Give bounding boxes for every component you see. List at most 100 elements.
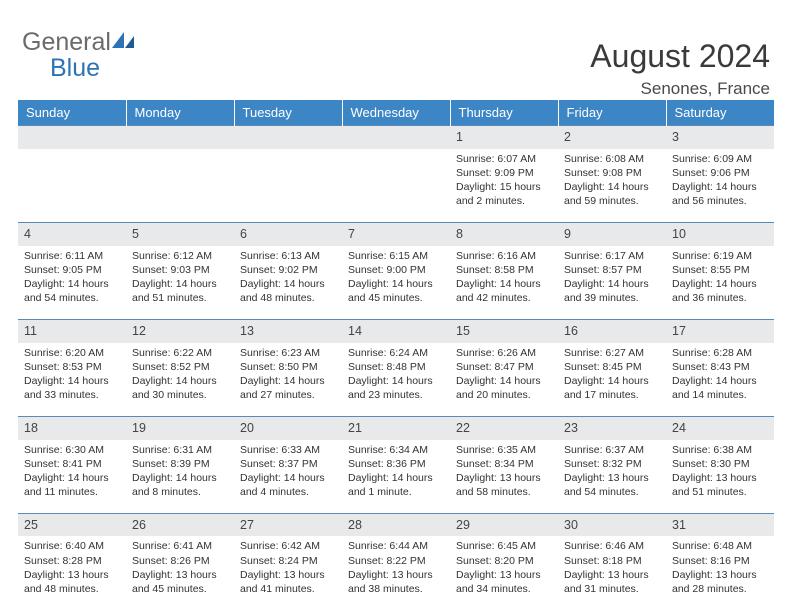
sunset-line: Sunset: 8:48 PM xyxy=(348,360,445,374)
brand-logo: General xyxy=(22,28,134,57)
month-year: August 2024 xyxy=(590,38,770,75)
calendar-day-cell: 8Sunrise: 6:16 AMSunset: 8:58 PMDaylight… xyxy=(450,222,558,319)
sunset-line: Sunset: 8:18 PM xyxy=(564,554,661,568)
daylight-line: Daylight: 13 hours and 41 minutes. xyxy=(240,568,337,596)
sunrise-line: Sunrise: 6:35 AM xyxy=(456,443,553,457)
daylight-line: Daylight: 13 hours and 34 minutes. xyxy=(456,568,553,596)
sunrise-line: Sunrise: 6:17 AM xyxy=(564,249,661,263)
daylight-line: Daylight: 14 hours and 56 minutes. xyxy=(672,180,769,208)
calendar-day-cell: 23Sunrise: 6:37 AMSunset: 8:32 PMDayligh… xyxy=(558,416,666,513)
day-number: 18 xyxy=(18,417,126,440)
sunset-line: Sunset: 8:20 PM xyxy=(456,554,553,568)
sunrise-line: Sunrise: 6:38 AM xyxy=(672,443,769,457)
title-block: August 2024 Senones, France xyxy=(590,38,770,99)
day-content: Sunrise: 6:44 AMSunset: 8:22 PMDaylight:… xyxy=(342,536,450,609)
day-number: 11 xyxy=(18,320,126,343)
day-number: 6 xyxy=(234,223,342,246)
day-number: 31 xyxy=(666,514,774,537)
sunset-line: Sunset: 8:55 PM xyxy=(672,263,769,277)
day-content: Sunrise: 6:31 AMSunset: 8:39 PMDaylight:… xyxy=(126,440,234,513)
sunset-line: Sunset: 8:57 PM xyxy=(564,263,661,277)
day-content: Sunrise: 6:13 AMSunset: 9:02 PMDaylight:… xyxy=(234,246,342,319)
daylight-line: Daylight: 14 hours and 51 minutes. xyxy=(132,277,229,305)
day-content: Sunrise: 6:37 AMSunset: 8:32 PMDaylight:… xyxy=(558,440,666,513)
daylight-line: Daylight: 14 hours and 39 minutes. xyxy=(564,277,661,305)
calendar-day-cell: 27Sunrise: 6:42 AMSunset: 8:24 PMDayligh… xyxy=(234,513,342,609)
daylight-line: Daylight: 13 hours and 48 minutes. xyxy=(24,568,121,596)
calendar-empty-cell xyxy=(18,126,126,223)
sunrise-line: Sunrise: 6:15 AM xyxy=(348,249,445,263)
sunrise-line: Sunrise: 6:11 AM xyxy=(24,249,121,263)
sunrise-line: Sunrise: 6:45 AM xyxy=(456,539,553,553)
calendar-day-cell: 1Sunrise: 6:07 AMSunset: 9:09 PMDaylight… xyxy=(450,126,558,223)
calendar-week-row: 4Sunrise: 6:11 AMSunset: 9:05 PMDaylight… xyxy=(18,222,774,319)
day-content: Sunrise: 6:41 AMSunset: 8:26 PMDaylight:… xyxy=(126,536,234,609)
daylight-line: Daylight: 14 hours and 20 minutes. xyxy=(456,374,553,402)
calendar-day-cell: 14Sunrise: 6:24 AMSunset: 8:48 PMDayligh… xyxy=(342,319,450,416)
calendar-empty-cell xyxy=(342,126,450,223)
daylight-line: Daylight: 14 hours and 27 minutes. xyxy=(240,374,337,402)
sunrise-line: Sunrise: 6:12 AM xyxy=(132,249,229,263)
sunrise-line: Sunrise: 6:08 AM xyxy=(564,152,661,166)
calendar-day-cell: 28Sunrise: 6:44 AMSunset: 8:22 PMDayligh… xyxy=(342,513,450,609)
sunset-line: Sunset: 8:43 PM xyxy=(672,360,769,374)
day-content: Sunrise: 6:20 AMSunset: 8:53 PMDaylight:… xyxy=(18,343,126,416)
day-number xyxy=(18,126,126,149)
daylight-line: Daylight: 14 hours and 17 minutes. xyxy=(564,374,661,402)
calendar-day-cell: 12Sunrise: 6:22 AMSunset: 8:52 PMDayligh… xyxy=(126,319,234,416)
calendar-week-row: 25Sunrise: 6:40 AMSunset: 8:28 PMDayligh… xyxy=(18,513,774,609)
sunset-line: Sunset: 8:22 PM xyxy=(348,554,445,568)
sunset-line: Sunset: 9:02 PM xyxy=(240,263,337,277)
sunrise-line: Sunrise: 6:23 AM xyxy=(240,346,337,360)
calendar-day-cell: 3Sunrise: 6:09 AMSunset: 9:06 PMDaylight… xyxy=(666,126,774,223)
day-number: 3 xyxy=(666,126,774,149)
triangle-icon xyxy=(112,32,134,48)
sunset-line: Sunset: 8:37 PM xyxy=(240,457,337,471)
daylight-line: Daylight: 13 hours and 31 minutes. xyxy=(564,568,661,596)
weekday-header: Tuesday xyxy=(234,100,342,126)
day-number: 28 xyxy=(342,514,450,537)
day-number: 23 xyxy=(558,417,666,440)
day-content: Sunrise: 6:16 AMSunset: 8:58 PMDaylight:… xyxy=(450,246,558,319)
day-number: 29 xyxy=(450,514,558,537)
daylight-line: Daylight: 14 hours and 45 minutes. xyxy=(348,277,445,305)
sunset-line: Sunset: 8:50 PM xyxy=(240,360,337,374)
location: Senones, France xyxy=(590,79,770,99)
day-content: Sunrise: 6:30 AMSunset: 8:41 PMDaylight:… xyxy=(18,440,126,513)
day-number: 7 xyxy=(342,223,450,246)
day-content xyxy=(18,149,126,222)
calendar-day-cell: 17Sunrise: 6:28 AMSunset: 8:43 PMDayligh… xyxy=(666,319,774,416)
day-number: 14 xyxy=(342,320,450,343)
sunrise-line: Sunrise: 6:48 AM xyxy=(672,539,769,553)
sunset-line: Sunset: 8:53 PM xyxy=(24,360,121,374)
day-number: 8 xyxy=(450,223,558,246)
calendar-day-cell: 30Sunrise: 6:46 AMSunset: 8:18 PMDayligh… xyxy=(558,513,666,609)
sunrise-line: Sunrise: 6:41 AM xyxy=(132,539,229,553)
calendar-day-cell: 9Sunrise: 6:17 AMSunset: 8:57 PMDaylight… xyxy=(558,222,666,319)
day-number: 27 xyxy=(234,514,342,537)
daylight-line: Daylight: 13 hours and 45 minutes. xyxy=(132,568,229,596)
weekday-header: Friday xyxy=(558,100,666,126)
sunrise-line: Sunrise: 6:42 AM xyxy=(240,539,337,553)
day-number: 22 xyxy=(450,417,558,440)
sunrise-line: Sunrise: 6:27 AM xyxy=(564,346,661,360)
daylight-line: Daylight: 14 hours and 1 minute. xyxy=(348,471,445,499)
daylight-line: Daylight: 14 hours and 36 minutes. xyxy=(672,277,769,305)
sunset-line: Sunset: 8:58 PM xyxy=(456,263,553,277)
day-number: 1 xyxy=(450,126,558,149)
sunrise-line: Sunrise: 6:24 AM xyxy=(348,346,445,360)
day-number: 19 xyxy=(126,417,234,440)
day-content: Sunrise: 6:11 AMSunset: 9:05 PMDaylight:… xyxy=(18,246,126,319)
header: General Blue August 2024 Senones, France xyxy=(0,0,792,100)
sunrise-line: Sunrise: 6:37 AM xyxy=(564,443,661,457)
sunset-line: Sunset: 9:03 PM xyxy=(132,263,229,277)
calendar-day-cell: 11Sunrise: 6:20 AMSunset: 8:53 PMDayligh… xyxy=(18,319,126,416)
sunset-line: Sunset: 8:47 PM xyxy=(456,360,553,374)
day-content: Sunrise: 6:23 AMSunset: 8:50 PMDaylight:… xyxy=(234,343,342,416)
day-content: Sunrise: 6:27 AMSunset: 8:45 PMDaylight:… xyxy=(558,343,666,416)
daylight-line: Daylight: 14 hours and 14 minutes. xyxy=(672,374,769,402)
calendar-day-cell: 7Sunrise: 6:15 AMSunset: 9:00 PMDaylight… xyxy=(342,222,450,319)
calendar-week-row: 11Sunrise: 6:20 AMSunset: 8:53 PMDayligh… xyxy=(18,319,774,416)
sunset-line: Sunset: 8:32 PM xyxy=(564,457,661,471)
daylight-line: Daylight: 14 hours and 30 minutes. xyxy=(132,374,229,402)
